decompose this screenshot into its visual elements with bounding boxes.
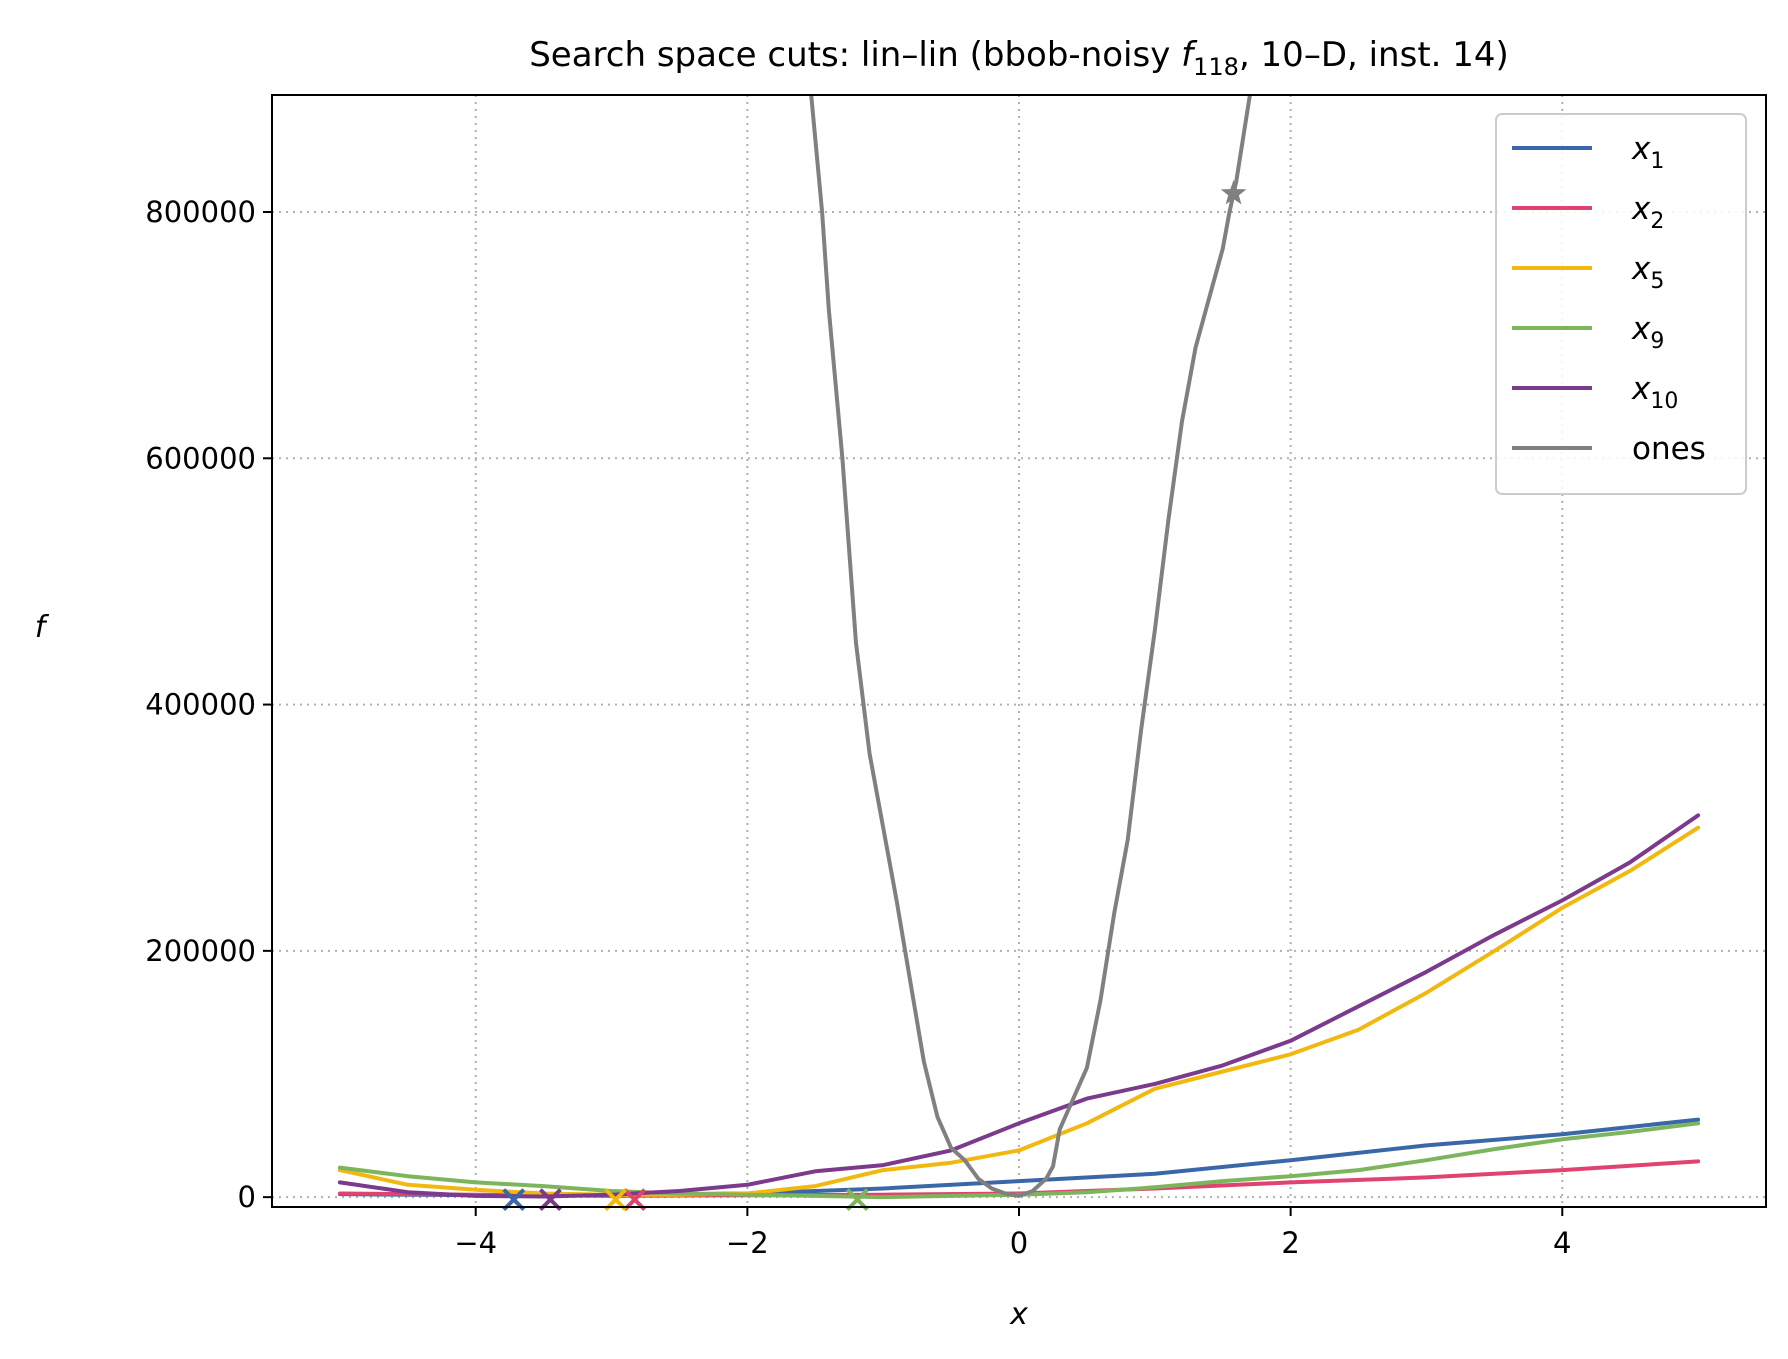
x-tick-label: 0	[1010, 1226, 1028, 1260]
chart-title: Search space cuts: lin–lin (bbob-noisy f…	[529, 35, 1509, 81]
legend-label-x5: x5	[1631, 251, 1664, 294]
legend-label-name: x	[1631, 371, 1651, 407]
legend-label-subscript: 10	[1650, 389, 1678, 414]
y-tick-label: 800000	[145, 195, 256, 229]
legend-label-subscript: 5	[1650, 269, 1664, 294]
legend-label-x2: x2	[1631, 191, 1664, 234]
legend-label-name: x	[1631, 191, 1651, 227]
x-axis-label: x	[1009, 1297, 1028, 1332]
legend-label-subscript: 2	[1650, 209, 1664, 234]
legend-frame	[1495, 113, 1747, 495]
series-markers	[502, 180, 1247, 1212]
x-tick-label: −4	[454, 1226, 497, 1260]
y-tick-label: 400000	[145, 688, 256, 722]
legend-label-name: x	[1631, 131, 1651, 167]
legend-label-x9: x9	[1631, 311, 1664, 354]
title-fn-subscript: 118	[1193, 53, 1239, 81]
x-tick-label: −2	[726, 1226, 769, 1260]
y-axis-label: f	[35, 610, 50, 645]
title-prefix: Search space cuts: lin–lin (bbob-noisy	[529, 35, 1181, 75]
legend-label-name: x	[1631, 311, 1651, 347]
legend-label-subscript: 1	[1650, 149, 1664, 174]
legend-label-x1: x1	[1631, 131, 1664, 174]
marker-star-ones	[1220, 180, 1247, 205]
legend-label-name: ones	[1632, 431, 1706, 467]
legend-label-ones: ones	[1632, 431, 1706, 467]
y-tick-label: 0	[238, 1180, 256, 1214]
y-tick-label: 200000	[145, 934, 256, 968]
legend-label-name: x	[1631, 251, 1651, 287]
series-line-ones	[809, 95, 1252, 1198]
series-lines	[337, 95, 1701, 1200]
series-line-x10	[337, 813, 1701, 1199]
axis-ticks: −4 −2 0 2 4 0 200000 400000 600000 800000	[145, 195, 1571, 1260]
title-suffix: , 10–D, inst. 14)	[1239, 35, 1509, 75]
series-line-x1	[337, 1117, 1701, 1198]
legend-label-subscript: 9	[1650, 329, 1664, 354]
x-tick-label: 4	[1553, 1226, 1571, 1260]
y-tick-label: 600000	[145, 441, 256, 475]
legend-label-x10: x10	[1631, 371, 1678, 414]
x-tick-label: 2	[1281, 1226, 1299, 1260]
